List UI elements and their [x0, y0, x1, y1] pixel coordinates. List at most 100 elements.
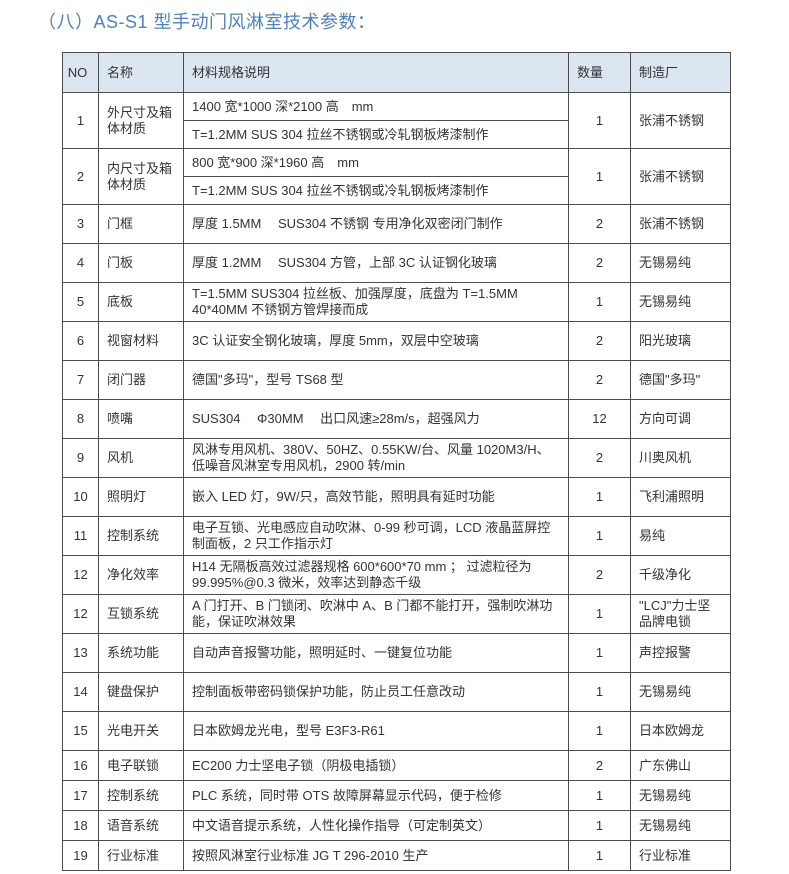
qty-cell: 2: [568, 243, 631, 283]
maker-cell: 声控报警: [630, 633, 731, 673]
row-no-cell: 10: [62, 477, 99, 517]
spec-cell: H14 无隔板高效过滤器规格 600*600*70 mm ； 过滤粒径为 99.…: [183, 555, 569, 595]
table-row: T=1.2MM SUS 304 拉丝不锈钢或冷轧钢板烤漆制作: [63, 176, 731, 205]
item-name-cell: 喷嘴: [98, 399, 184, 439]
spec-cell: PLC 系统，同时带 OTS 故障屏幕显示代码，便于检修: [183, 780, 569, 811]
maker-cell: "LCJ"力士坚品牌电锁: [630, 594, 731, 634]
maker-cell: 行业标准: [630, 840, 731, 871]
spec-cell: EC200 力士坚电子锁（阴极电插锁）: [183, 750, 569, 781]
row-no-cell: 15: [62, 711, 99, 751]
maker-cell: 无锡易纯: [630, 672, 731, 712]
table-row: 7 闭门器 德国"多玛"，型号 TS68 型 2 德国"多玛": [62, 360, 731, 400]
maker-cell: 日本欧姆龙: [630, 711, 731, 751]
row-no-cell: 3: [62, 204, 99, 244]
spec-cell: 中文语音提示系统，人性化操作指导（可定制英文）: [183, 810, 569, 841]
table-row: 5 底板 T=1.5MM SUS304 拉丝板、加强厚度，底盘为 T=1.5MM 4…: [62, 282, 731, 322]
row-no-cell: 18: [62, 810, 99, 841]
qty-cell: 1: [568, 711, 631, 751]
item-name-cell: 底板: [98, 282, 184, 322]
item-name-cell: 内尺寸及箱体材质: [98, 148, 184, 205]
table-row: 9 风机 风淋专用风机、380V、50HZ、0.55KW/台、风量 1020M3/H…: [62, 438, 731, 478]
item-name-cell: 门框: [98, 204, 184, 244]
maker-cell: 飞利浦照明: [630, 477, 731, 517]
header-name: 名称: [98, 52, 184, 93]
row-no-cell: 11: [62, 516, 99, 556]
maker-cell: 张浦不锈钢: [630, 148, 731, 205]
spec-cell: 嵌入 LED 灯，9W/只，高效节能，照明具有延时功能: [183, 477, 569, 517]
spec-cell: 3C 认证安全钢化玻璃，厚度 5mm，双层中空玻璃: [183, 321, 569, 361]
maker-cell: 无锡易纯: [630, 243, 731, 283]
table-row: 19 行业标准 按照风淋室行业标准 JG T 296-2010 生产 1 行业标准: [62, 840, 731, 871]
header-no: NO: [62, 52, 99, 93]
item-name-cell: 净化效率: [98, 555, 184, 595]
qty-cell: 1: [568, 148, 631, 205]
table-row: 6 视窗材料 3C 认证安全钢化玻璃，厚度 5mm，双层中空玻璃 2 阳光玻璃: [62, 321, 731, 361]
qty-cell: 1: [568, 672, 631, 712]
item-name-cell: 键盘保护: [98, 672, 184, 712]
spec-cell: 1400 宽*1000 深*2100 高 mm: [183, 92, 569, 121]
row-no-cell: 7: [62, 360, 99, 400]
row-no-cell: 16: [62, 750, 99, 781]
spec-cell: T=1.5MM SUS304 拉丝板、加强厚度，底盘为 T=1.5MM 40*4…: [183, 282, 569, 322]
item-name-cell: 视窗材料: [98, 321, 184, 361]
qty-cell: 1: [568, 633, 631, 673]
qty-cell: 1: [568, 780, 631, 811]
spec-cell: 日本欧姆龙光电，型号 E3F3-R61: [183, 711, 569, 751]
table-row: 8 喷嘴 SUS304 Φ30MM 出口风速≥28m/s，超强风力 12 方向可调: [62, 399, 731, 439]
qty-cell: 1: [568, 282, 631, 322]
qty-cell: 2: [568, 204, 631, 244]
item-name-cell: 互锁系统: [98, 594, 184, 634]
spec-cell: 德国"多玛"，型号 TS68 型: [183, 360, 569, 400]
table-row: 2 内尺寸及箱体材质 800 宽*900 深*1960 高 mm 1 张浦不锈钢: [62, 148, 731, 205]
row-no-cell: 8: [62, 399, 99, 439]
qty-cell: 1: [568, 516, 631, 556]
row-no-cell: 17: [62, 780, 99, 811]
spec-cell: 厚度 1.5MM SUS304 不锈钢 专用净化双密闭门制作: [183, 204, 569, 244]
table-row: 12 互锁系统 A 门打开、B 门锁闭、吹淋中 A、B 门都不能打开，强制吹淋功能，…: [62, 594, 731, 634]
item-name-cell: 控制系统: [98, 780, 184, 811]
header-qty: 数量: [568, 52, 631, 93]
row-no-cell: 4: [62, 243, 99, 283]
spec-cell: T=1.2MM SUS 304 拉丝不锈钢或冷轧钢板烤漆制作: [183, 120, 569, 149]
item-name-cell: 行业标准: [98, 840, 184, 871]
maker-cell: 无锡易纯: [630, 780, 731, 811]
qty-cell: 2: [568, 360, 631, 400]
row-no-cell: 12: [62, 594, 99, 634]
maker-cell: 张浦不锈钢: [630, 204, 731, 244]
spec-cell: SUS304 Φ30MM 出口风速≥28m/s，超强风力: [183, 399, 569, 439]
maker-cell: 川奥风机: [630, 438, 731, 478]
row-no-cell: 19: [62, 840, 99, 871]
table-row: 17 控制系统 PLC 系统，同时带 OTS 故障屏幕显示代码，便于检修 1 无锡易纯: [62, 780, 731, 811]
row-no-cell: 5: [62, 282, 99, 322]
row-no-cell: 6: [62, 321, 99, 361]
table-row: 18 语音系统 中文语音提示系统，人性化操作指导（可定制英文） 1 无锡易纯: [62, 810, 731, 841]
qty-cell: 2: [568, 438, 631, 478]
header-spec: 材料规格说明: [183, 52, 569, 93]
item-name-cell: 语音系统: [98, 810, 184, 841]
qty-cell: 12: [568, 399, 631, 439]
table-row: 13 系统功能 自动声音报警功能，照明延时、一键复位功能 1 声控报警: [62, 633, 731, 673]
maker-cell: 易纯: [630, 516, 731, 556]
spec-cell: A 门打开、B 门锁闭、吹淋中 A、B 门都不能打开，强制吹淋功能，保证吹淋效果: [183, 594, 569, 634]
table-row: 14 键盘保护 控制面板带密码锁保护功能，防止员工任意改动 1 无锡易纯: [62, 672, 731, 712]
spec-cell: 控制面板带密码锁保护功能，防止员工任意改动: [183, 672, 569, 712]
row-no-cell: 2: [62, 148, 99, 205]
table-row: 1 外尺寸及箱体材质 1400 宽*1000 深*2100 高 mm 1 张浦不锈钢: [62, 92, 731, 149]
table-row: 16 电子联锁 EC200 力士坚电子锁（阴极电插锁） 2 广东佛山: [62, 750, 731, 781]
maker-cell: 广东佛山: [630, 750, 731, 781]
header-maker: 制造厂: [630, 52, 731, 93]
qty-cell: 1: [568, 594, 631, 634]
spec-cell: 电子互锁、光电感应自动吹淋、0-99 秒可调，LCD 液晶蓝屏控制面板，2 只工…: [183, 516, 569, 556]
spec-table-body: 1 外尺寸及箱体材质 1400 宽*1000 深*2100 高 mm 1 张浦不锈钢 T=…: [62, 92, 731, 871]
spec-cell: T=1.2MM SUS 304 拉丝不锈钢或冷轧钢板烤漆制作: [183, 176, 569, 205]
maker-cell: 无锡易纯: [630, 810, 731, 841]
table-row: 11 控制系统 电子互锁、光电感应自动吹淋、0-99 秒可调，LCD 液晶蓝屏控制面…: [62, 516, 731, 556]
item-name-cell: 门板: [98, 243, 184, 283]
row-no-cell: 12: [62, 555, 99, 595]
row-no-cell: 1: [62, 92, 99, 149]
maker-cell: 德国"多玛": [630, 360, 731, 400]
qty-cell: 2: [568, 321, 631, 361]
item-name-cell: 风机: [98, 438, 184, 478]
item-name-cell: 电子联锁: [98, 750, 184, 781]
spec-cell: 自动声音报警功能，照明延时、一键复位功能: [183, 633, 569, 673]
